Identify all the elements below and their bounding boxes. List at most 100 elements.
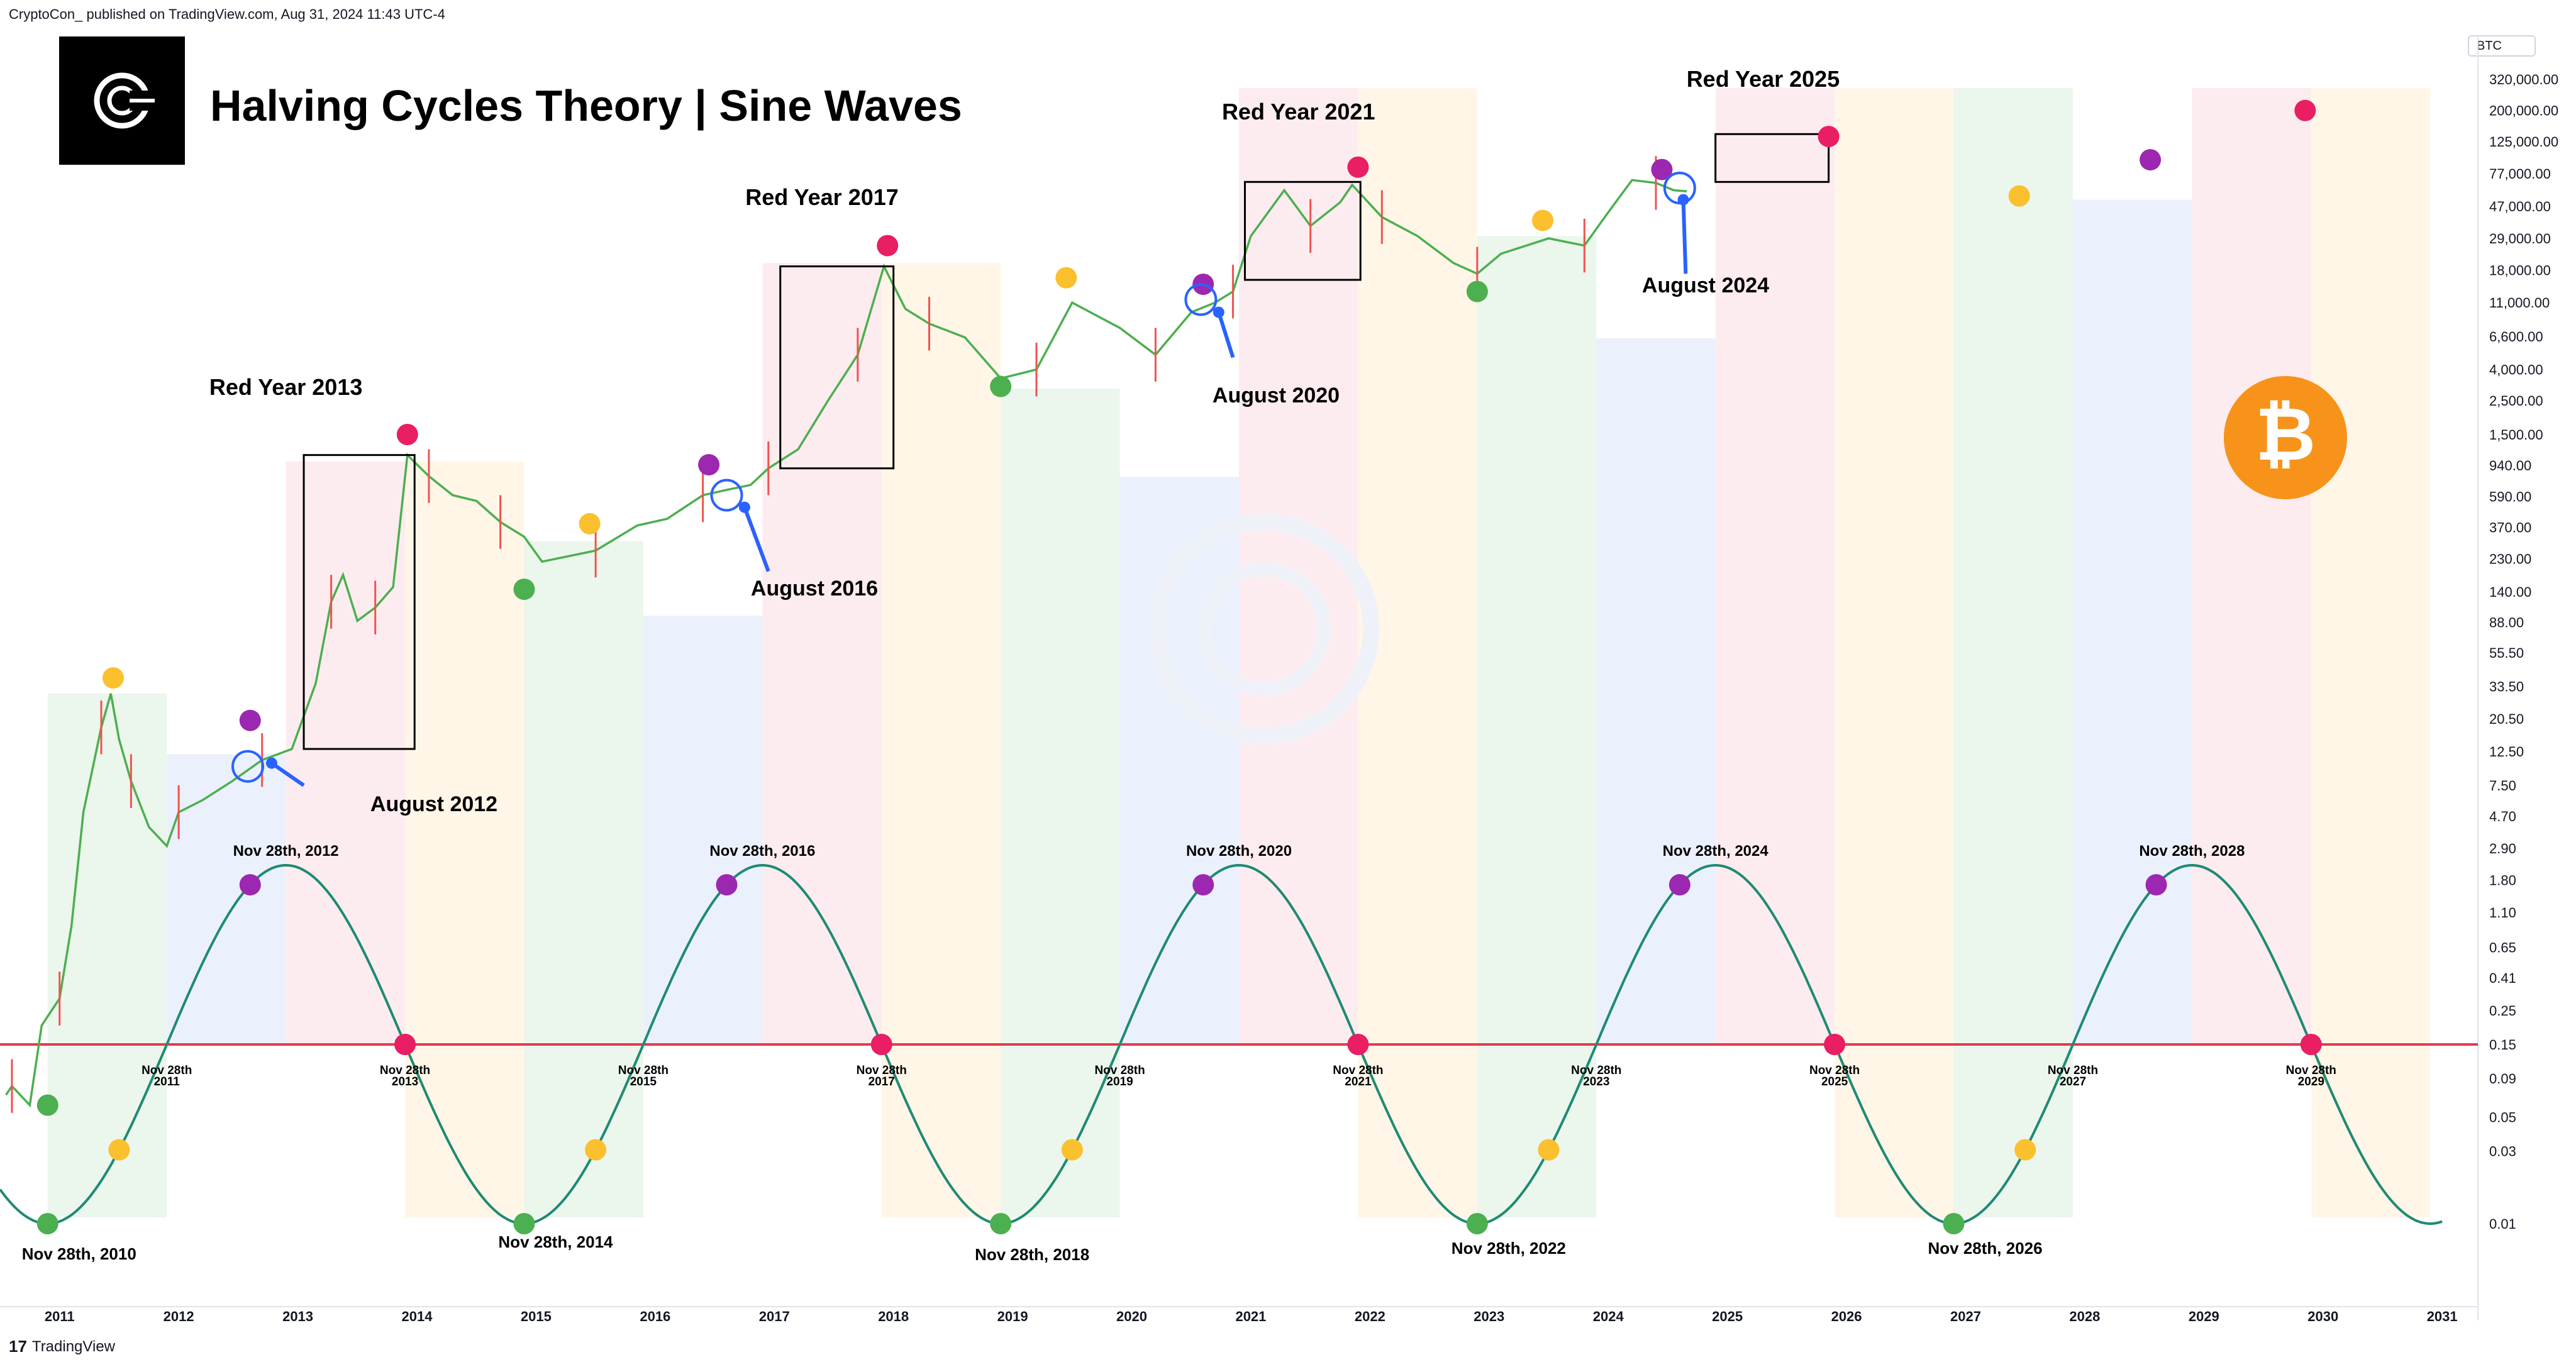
- price-line: [5, 179, 1687, 1108]
- cycle-zone-red: [2192, 88, 2311, 1044]
- y-tick-label: 200,000.00: [2489, 103, 2558, 119]
- tradingview-footer[interactable]: 17 TradingView: [9, 1337, 115, 1356]
- price-series: [5, 156, 1687, 1113]
- cycle-zone-blue: [643, 616, 763, 1044]
- price-marker-red: [2294, 99, 2316, 121]
- price-marker-red: [877, 235, 899, 257]
- arrow-head-icon: [265, 757, 277, 769]
- sine-marker-green: [1466, 1212, 1488, 1234]
- cryptocon-logo-icon: [94, 72, 155, 129]
- y-tick-label: 0.25: [2489, 1003, 2516, 1019]
- red-year-box-3: [1243, 180, 1362, 281]
- price-marker-purple: [239, 709, 261, 731]
- y-tick-label: 2,500.00: [2489, 393, 2543, 409]
- sine-marker-red: [2300, 1033, 2322, 1055]
- tradingview-label: TradingView: [31, 1337, 115, 1355]
- arrow-icon: [1681, 199, 1688, 274]
- y-tick-label: 4,000.00: [2489, 362, 2543, 378]
- sine-marker-yellow: [1061, 1139, 1083, 1161]
- y-tick-label: 18,000.00: [2489, 262, 2551, 278]
- arrow-icon: [1216, 311, 1235, 358]
- sine-marker-red: [870, 1033, 892, 1055]
- ticker-label: BTC: [2468, 35, 2536, 57]
- x-tick-label: 2013: [282, 1309, 313, 1324]
- cycle-zone-red: [1715, 88, 1835, 1044]
- price-marker-green: [1466, 280, 1488, 302]
- sine-peak-label: Nov 28th, 2024: [1663, 843, 1769, 860]
- red-year-box-1: [303, 454, 416, 750]
- price-marker-yellow: [579, 512, 601, 534]
- y-tick-label: 125,000.00: [2489, 134, 2558, 150]
- sine-marker-red: [394, 1033, 416, 1055]
- publish-line: CryptoCon_ published on TradingView.com,…: [9, 6, 445, 22]
- zero-cross-label: Nov 28th: [2048, 1064, 2098, 1077]
- x-tick-label: 2015: [521, 1309, 552, 1324]
- august-arrows: [265, 194, 1689, 787]
- chart-title: Halving Cycles Theory | Sine Waves: [210, 81, 962, 130]
- sine-marker-red: [1824, 1033, 1846, 1055]
- y-tick-label: 0.01: [2489, 1216, 2516, 1232]
- zero-cross-label: Nov 28th: [2286, 1064, 2336, 1077]
- sine-marker-purple: [239, 874, 261, 896]
- zero-cross-label: Nov 28th: [142, 1064, 192, 1077]
- x-tick-label: 2014: [402, 1309, 433, 1324]
- price-marker-red: [396, 423, 418, 445]
- sine-trough-label: Nov 28th, 2014: [498, 1232, 613, 1251]
- zero-cross-label: 2021: [1345, 1075, 1372, 1088]
- x-tick-label: 2023: [1474, 1309, 1504, 1324]
- cycle-zone-green: [1477, 236, 1597, 1218]
- cycle-zone-orange: [1835, 88, 1954, 1218]
- cycle-zone-red: [762, 263, 882, 1044]
- sine-marker-purple: [2145, 874, 2167, 896]
- x-tick-label: 2024: [1593, 1309, 1624, 1324]
- y-axis[interactable]: 320,000.00 200,000.00 125,000.00 77,000.00 4…: [2489, 72, 2558, 1232]
- price-marker-green: [990, 375, 1012, 397]
- y-tick-label: 320,000.00: [2489, 72, 2558, 87]
- x-tick-label: 2031: [2427, 1309, 2458, 1324]
- sine-marker-yellow: [1538, 1139, 1560, 1161]
- zero-cross-label: Nov 28th: [1094, 1064, 1145, 1077]
- sine-marker-green: [36, 1212, 58, 1234]
- y-tick-label: 370.00: [2489, 519, 2531, 535]
- x-tick-label: 2020: [1116, 1309, 1147, 1324]
- price-marker-green: [513, 579, 535, 601]
- sine-peak-label: Nov 28th, 2016: [709, 843, 815, 860]
- zero-cross-label: Nov 28th: [857, 1064, 907, 1077]
- x-axis[interactable]: 2011 2012 2013 2014 2015 2016 2017 2018 2019 2020…: [45, 1309, 2458, 1324]
- zero-cross-label: Nov 28th: [618, 1064, 669, 1077]
- zero-cross-label: Nov 28th: [1809, 1064, 1860, 1077]
- cycle-zone-red: [286, 461, 406, 1044]
- y-tick-label: 47,000.00: [2489, 199, 2551, 214]
- zero-cross-label: 2013: [392, 1075, 418, 1088]
- cycle-zone-orange: [881, 263, 1001, 1218]
- arrow-icon: [743, 506, 770, 572]
- zero-cross-label: Nov 28th: [380, 1064, 430, 1077]
- y-tick-label: 77,000.00: [2489, 166, 2551, 182]
- x-tick-label: 2012: [164, 1309, 194, 1324]
- y-tick-label: 0.09: [2489, 1071, 2516, 1087]
- sine-peak-label: Nov 28th, 2028: [2139, 843, 2245, 860]
- y-tick-label: 0.15: [2489, 1037, 2516, 1053]
- price-marker-purple: [2140, 149, 2162, 171]
- zero-cross-label: 2019: [1106, 1075, 1133, 1088]
- price-marker-yellow: [102, 667, 124, 689]
- y-tick-label: 0.05: [2489, 1110, 2516, 1126]
- zero-cross-label: Nov 28th: [1333, 1064, 1383, 1077]
- august-label: August 2024: [1642, 274, 1769, 297]
- x-tick-label: 2030: [2307, 1309, 2338, 1324]
- august-circle: [710, 479, 743, 512]
- y-tick-label: 2.90: [2489, 841, 2516, 856]
- red-year-boxes: [303, 133, 1830, 750]
- x-tick-label: 2017: [759, 1309, 790, 1324]
- cycle-markers: [36, 99, 2322, 1234]
- sine-marker-yellow: [108, 1139, 130, 1161]
- y-tick-label: 20.50: [2489, 711, 2524, 727]
- x-tick-label: 2026: [1831, 1309, 1862, 1324]
- sine-marker-green: [513, 1212, 535, 1234]
- zero-cross-label: 2015: [630, 1075, 657, 1088]
- cycle-zone-blue: [2072, 199, 2192, 1044]
- arrow-head-icon: [1677, 194, 1689, 206]
- august-label: August 2020: [1213, 384, 1340, 407]
- sine-marker-yellow: [585, 1139, 607, 1161]
